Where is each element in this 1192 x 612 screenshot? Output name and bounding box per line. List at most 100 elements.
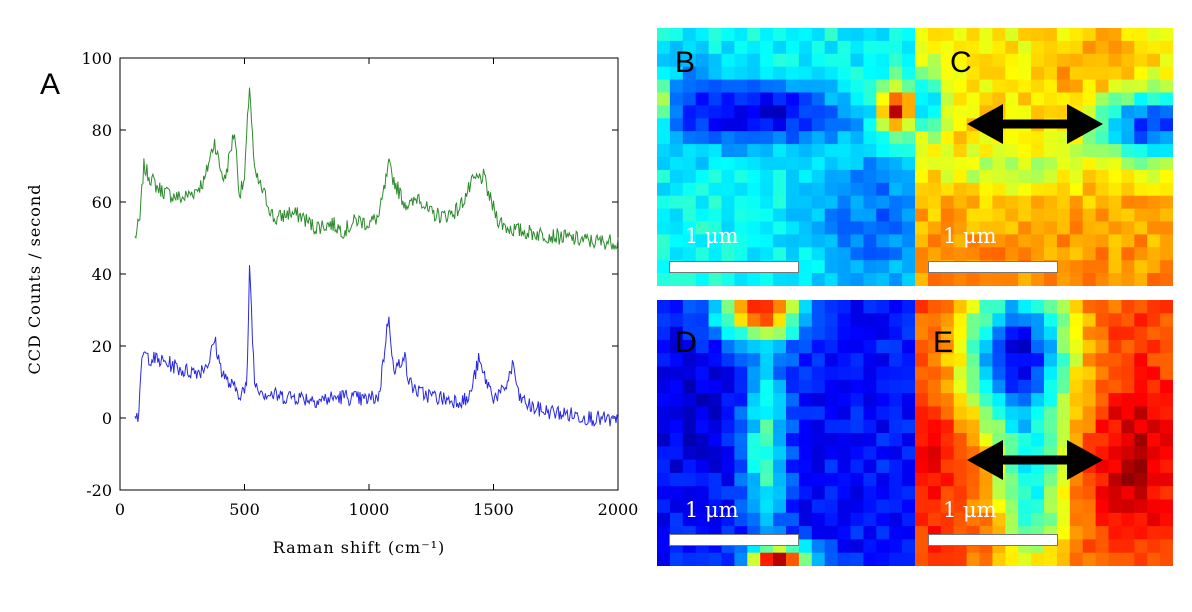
heatmap-cell xyxy=(863,118,877,132)
heatmap-cell xyxy=(747,131,761,145)
heatmap-cell xyxy=(1018,366,1032,381)
heatmap-cell xyxy=(1031,486,1045,501)
heatmap-cell xyxy=(1056,326,1071,341)
heatmap-cell xyxy=(1005,326,1019,341)
heatmap-cell xyxy=(953,131,968,145)
heatmap-cell xyxy=(837,53,852,68)
heatmap-cell xyxy=(837,459,852,474)
heatmap-cell xyxy=(1044,552,1058,566)
heatmap-cell xyxy=(992,66,1006,81)
heatmap-cell xyxy=(721,40,735,55)
heatmap-cell xyxy=(682,326,697,341)
heatmap-cell xyxy=(1018,300,1032,314)
heatmap-cell xyxy=(773,499,787,514)
heatmap-cell xyxy=(992,339,1006,354)
heatmap-cell xyxy=(824,353,839,368)
heatmap-cell xyxy=(811,221,826,235)
heatmap-cell xyxy=(682,208,697,223)
heatmap-cell xyxy=(734,486,748,501)
heatmap-cell xyxy=(863,472,877,487)
heatmap-cell xyxy=(682,221,697,235)
heatmap-cell xyxy=(1134,539,1148,554)
heatmap-cell xyxy=(1056,66,1071,81)
double-arrow-c xyxy=(967,104,1103,144)
heatmap-cell xyxy=(1134,419,1148,434)
heatmap-cell xyxy=(889,260,903,274)
heatmap-cell xyxy=(657,182,671,197)
heatmap-cell xyxy=(940,406,955,421)
heatmap-cell xyxy=(760,92,774,106)
heatmap-cell xyxy=(682,419,697,434)
heatmap-cell xyxy=(1121,339,1135,354)
heatmap-cell xyxy=(695,79,710,94)
heatmap-cell xyxy=(927,339,942,354)
heatmap-cell xyxy=(1160,131,1173,145)
heatmap-cell xyxy=(682,79,697,94)
heatmap-cell xyxy=(695,131,710,145)
heatmap-cell xyxy=(889,208,903,223)
heatmap-cell xyxy=(927,353,942,368)
heatmap-cell xyxy=(657,79,671,94)
heatmap-cell xyxy=(1134,66,1148,81)
heatmap-cell xyxy=(811,28,826,42)
heatmap-cell xyxy=(1160,260,1173,274)
heatmap-cell xyxy=(1031,53,1045,68)
heatmap-cell xyxy=(1056,53,1071,68)
heatmap-cell xyxy=(1069,234,1084,248)
heatmap-cell xyxy=(1069,92,1084,106)
heatmap-cell xyxy=(708,459,723,474)
heatmap-cell xyxy=(798,157,813,171)
heatmap-cell xyxy=(1056,339,1071,354)
heatmap-cell xyxy=(850,486,864,501)
heatmap-cell xyxy=(915,339,929,354)
heatmap-cell xyxy=(1147,486,1161,501)
heatmap-cell xyxy=(1056,157,1071,171)
heatmap-cell xyxy=(966,131,981,145)
heatmap-cell xyxy=(1018,433,1032,447)
heatmap-cell xyxy=(1108,499,1122,514)
heatmap-cell xyxy=(786,28,800,42)
heatmap-cell xyxy=(1031,79,1045,94)
heatmap-cell xyxy=(682,406,697,421)
heatmap-cell xyxy=(721,446,735,461)
heatmap-cell xyxy=(863,486,877,501)
heatmap-cell xyxy=(747,208,761,223)
heatmap-cell xyxy=(979,92,993,106)
heatmap-cell xyxy=(902,169,915,184)
heatmap-cell xyxy=(773,419,787,434)
heatmap-cell xyxy=(927,169,942,184)
heatmap-cell xyxy=(1082,273,1097,286)
heatmap-cell xyxy=(1147,182,1161,197)
heatmap-cell xyxy=(1056,406,1071,421)
heatmap-cell xyxy=(1160,221,1173,235)
heatmap-cell xyxy=(953,552,968,566)
heatmap-cell xyxy=(1147,472,1161,487)
heatmap-cell xyxy=(876,195,890,210)
heatmap-cell xyxy=(1160,66,1173,81)
heatmap-cell xyxy=(811,273,826,286)
heatmap-cell xyxy=(657,512,671,527)
heatmap-cell xyxy=(915,79,929,94)
heatmap-cell xyxy=(927,118,942,132)
heatmap-cell xyxy=(824,419,839,434)
heatmap-cell xyxy=(1134,366,1148,381)
heatmap-cell xyxy=(940,552,955,566)
scale-label-b: 1 μm xyxy=(685,224,739,248)
heatmap-cell xyxy=(695,433,710,447)
heatmap-cell xyxy=(927,208,942,223)
heatmap-cell xyxy=(708,512,723,527)
heatmap-cell xyxy=(1147,144,1161,158)
heatmap-cell xyxy=(1082,366,1097,381)
heatmap-cell xyxy=(669,234,684,248)
heatmap-cell xyxy=(734,28,748,42)
heatmap-cell xyxy=(902,247,915,261)
heatmap-cell xyxy=(682,28,697,42)
heatmap-cell xyxy=(1044,182,1058,197)
heatmap-cell xyxy=(1044,300,1058,314)
heatmap-cell xyxy=(669,459,684,474)
heatmap-cell xyxy=(927,28,942,42)
heatmap-cell xyxy=(979,486,993,501)
heatmap-cell xyxy=(850,157,864,171)
heatmap-cell xyxy=(979,379,993,394)
heatmap-cell xyxy=(1069,539,1084,554)
